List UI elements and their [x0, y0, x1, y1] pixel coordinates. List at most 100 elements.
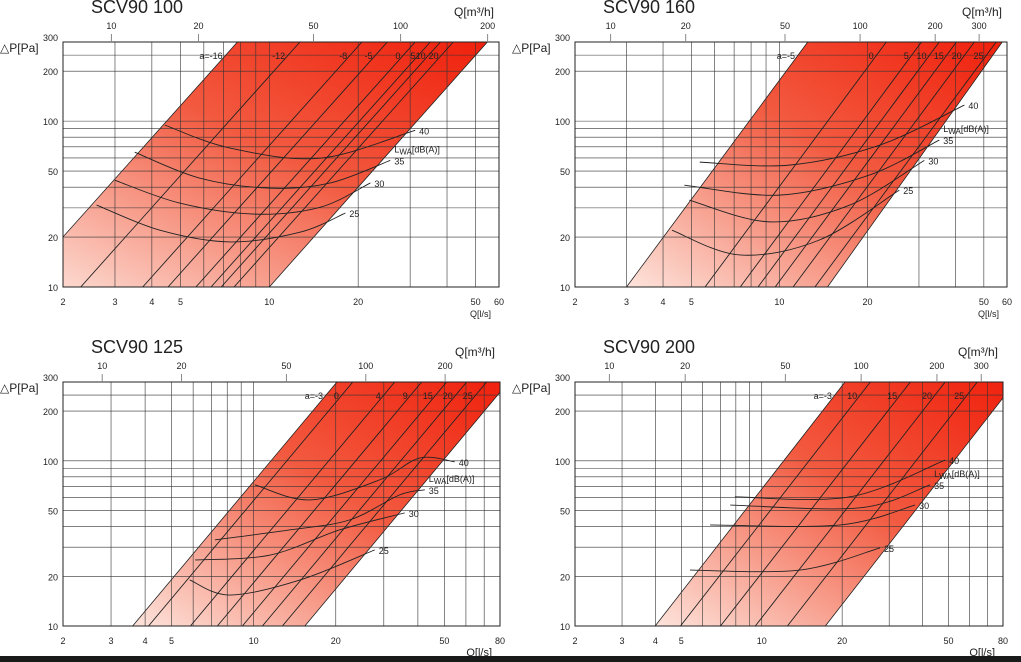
y-tick-label: 200 — [43, 407, 58, 417]
plot-area — [575, 382, 1003, 626]
chart-scv90-125: a=-3 0 4 9 15 20 25 40 35 30 25 LWA[dB(A)] 2 3 4 5 10 20 5… — [0, 337, 505, 659]
y-tick-label: 100 — [43, 117, 58, 127]
sound-level-label: 25 — [884, 544, 894, 554]
sound-level-curve — [689, 159, 925, 223]
top-tick-label: 300 — [972, 21, 987, 31]
damper-position-label: a=-5 — [777, 51, 795, 61]
operating-band — [132, 382, 500, 626]
damper-position-label: a=-16 — [199, 51, 222, 61]
damper-position-line — [774, 42, 957, 287]
top-tick-label: 50 — [780, 361, 790, 371]
top-tick-label: 10 — [97, 361, 107, 371]
damper-position-line — [220, 42, 441, 287]
damper-position-line — [233, 42, 454, 287]
chart-scv90-200: a=-3 10 15 20 25 40 35 30 25 LWA[dB(A)] 2 3 4 5 10 20 50… — [512, 337, 1008, 659]
x-tick-label: 50 — [943, 636, 953, 646]
damper-position-label: 15 — [934, 51, 944, 61]
sound-level-curve — [254, 456, 455, 501]
damper-position-label: 10 — [416, 51, 426, 61]
operating-band — [654, 382, 1003, 626]
sound-level-curve — [710, 504, 916, 527]
top-tick-label: 20 — [681, 21, 691, 31]
damper-position-label: 25 — [954, 391, 964, 401]
damper-position-line — [148, 382, 354, 626]
x-tick-label: 5 — [679, 636, 684, 646]
damper-position-line — [190, 382, 396, 626]
damper-position-label: 9 — [403, 391, 408, 401]
y-tick-label: 50 — [560, 507, 570, 517]
sound-level-label: 30 — [409, 509, 419, 519]
sound-level-label: 25 — [903, 186, 913, 196]
y-tick-label: 300 — [43, 33, 58, 43]
damper-position-label: 20 — [952, 51, 962, 61]
damper-position-line — [242, 382, 448, 626]
x-tick-label: 4 — [143, 636, 148, 646]
y-tick-label: 300 — [555, 33, 570, 43]
top-tick-label: 20 — [680, 361, 690, 371]
x-tick-label: 4 — [661, 297, 666, 307]
y-tick-label: 100 — [555, 457, 570, 467]
sound-level-label: 25 — [349, 209, 359, 219]
top-tick-label: 200 — [438, 361, 453, 371]
x-tick-label: 20 — [353, 297, 363, 307]
y-tick-label: 100 — [43, 457, 58, 467]
lwa-unit-label: LWA[dB(A)] — [934, 469, 980, 481]
chart-scv90-160: a=-5 0 5 10 15 20 25 40 35 30 25 LWA[dB(A)] 2 3 4 5 10 20… — [512, 0, 1012, 319]
y-tick-label: 200 — [555, 67, 570, 77]
x-tick-label: 50 — [979, 297, 989, 307]
damper-position-line — [195, 42, 416, 287]
top-tick-label: 50 — [309, 21, 319, 31]
x-tick-label: 2 — [60, 636, 65, 646]
x-axis-label: Q[l/s] — [470, 309, 491, 319]
plot-frame — [62, 41, 500, 288]
x-tick-label: 20 — [331, 636, 341, 646]
damper-position-label: -8 — [339, 51, 347, 61]
sound-level-label: 40 — [419, 126, 429, 136]
x-tick-label: 5 — [178, 297, 183, 307]
y-tick-label: 10 — [48, 622, 58, 632]
x-tick-label: 60 — [1002, 297, 1012, 307]
x-tick-label: 4 — [653, 636, 658, 646]
damper-position-line — [739, 42, 922, 287]
sound-level-label: 25 — [379, 546, 389, 556]
x-tick-label: 50 — [471, 297, 481, 307]
damper-position-label: 25 — [463, 391, 473, 401]
damper-position-label: 20 — [429, 51, 439, 61]
sound-level-label: 40 — [949, 456, 959, 466]
x-tick-label: 80 — [998, 636, 1008, 646]
damper-position-line — [142, 42, 363, 287]
plot-frame — [574, 381, 1004, 627]
y-tick-label: 20 — [48, 572, 58, 582]
x-tick-label: 4 — [149, 297, 154, 307]
sound-level-curve — [214, 489, 425, 541]
y-tick-label: 10 — [560, 283, 570, 293]
top-tick-label: 20 — [177, 361, 187, 371]
sound-level-curve — [189, 549, 375, 596]
top-tick-label: 100 — [393, 21, 408, 31]
sound-level-curve — [134, 151, 391, 189]
top-tick-label: 20 — [193, 21, 203, 31]
x-tick-label: 50 — [439, 636, 449, 646]
y-tick-label: 20 — [560, 572, 570, 582]
y-tick-label: 200 — [555, 407, 570, 417]
sound-level-label: 30 — [928, 156, 938, 166]
top-tick-label: 10 — [106, 21, 116, 31]
sound-level-curve — [690, 547, 881, 573]
bottom-bar — [0, 656, 1021, 662]
plot-frame — [574, 41, 1008, 288]
sound-level-label: 35 — [934, 481, 944, 491]
sound-level-label: 35 — [429, 486, 439, 496]
x-tick-label: 3 — [112, 297, 117, 307]
lwa-unit-label: LWA[dB(A)] — [429, 474, 475, 486]
x-tick-label: 10 — [264, 297, 274, 307]
damper-position-label: 0 — [395, 51, 400, 61]
damper-position-line — [80, 42, 301, 287]
damper-position-line — [217, 382, 423, 626]
top-tick-label: 50 — [281, 361, 291, 371]
chart-title: SCV90 160 — [603, 0, 695, 17]
y-tick-label: 50 — [48, 167, 58, 177]
top-axis-label: Q[m³/h] — [962, 5, 1002, 19]
x-tick-label: 2 — [60, 297, 65, 307]
y-tick-label: 200 — [43, 67, 58, 77]
